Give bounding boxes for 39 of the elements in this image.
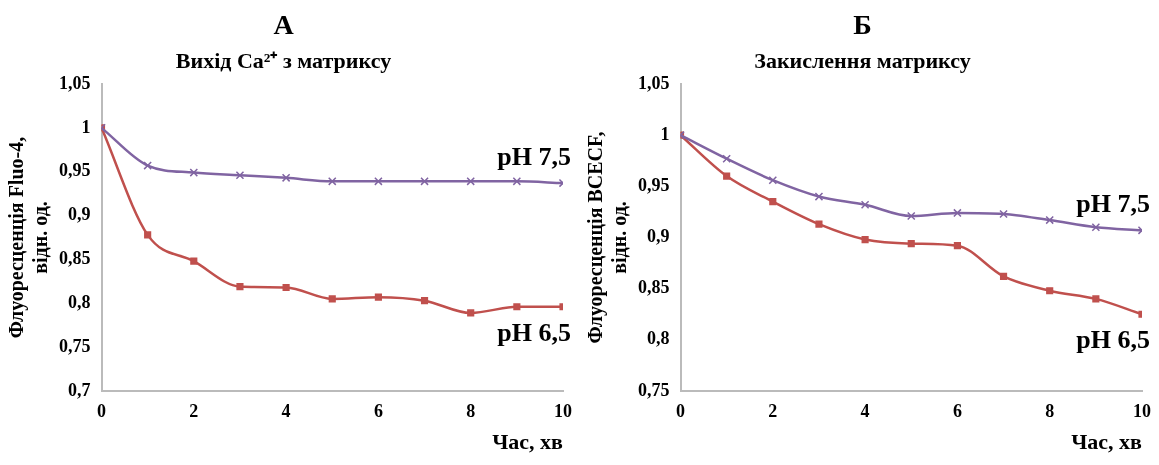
series-label: pH 7,5 [1076, 189, 1150, 219]
x-tick-label: 8 [1045, 401, 1055, 422]
chart-title: Б [853, 9, 872, 41]
x-tick-label: 6 [373, 401, 383, 422]
y-tick-label: 0,8 [647, 328, 670, 349]
x-tick-label: 0 [676, 401, 685, 422]
y-tick-label: 0,95 [638, 174, 670, 195]
chart-subtitle: Вихід Ca²⁺ з матриксу [175, 48, 392, 74]
y-tick-label: 1,05 [638, 72, 670, 93]
x-tick-label: 10 [554, 401, 572, 422]
y-tick-label: 0,9 [647, 226, 670, 247]
x-axis-title: Час, хв [492, 429, 564, 455]
y-axis-title: Флуоресценція Fluo-4, відн. од. [5, 136, 52, 339]
x-tick-label: 6 [952, 401, 962, 422]
series-label: pH 6,5 [1076, 324, 1150, 354]
x-tick-label: 4 [281, 401, 291, 422]
y-tick-label: 0,85 [59, 248, 91, 269]
x-tick-label: 4 [860, 401, 870, 422]
y-tick-label: 1,05 [59, 72, 91, 93]
y-tick-label: 0,7 [68, 379, 91, 400]
series-label: pH 7,5 [497, 141, 571, 171]
x-tick-label: 2 [768, 401, 778, 422]
x-axis-title: Час, хв [1071, 429, 1143, 455]
x-tick-label: 2 [189, 401, 199, 422]
series-label: pH 6,5 [497, 317, 571, 347]
y-tick-label: 0,85 [638, 277, 670, 298]
y-tick-label: 0,9 [68, 204, 91, 225]
chart-title: А [273, 9, 295, 41]
y-tick-label: 1 [660, 123, 670, 144]
y-tick-label: 1 [81, 116, 91, 137]
x-tick-label: 0 [97, 401, 106, 422]
x-tick-label: 10 [1133, 401, 1151, 422]
chart-subtitle: Закислення матриксу [754, 48, 971, 74]
y-tick-label: 0,75 [638, 379, 670, 400]
y-tick-label: 0,75 [59, 335, 91, 356]
y-axis-title: Флуоресценція BCECF, відн. од. [584, 131, 631, 344]
y-tick-label: 0,8 [68, 291, 91, 312]
x-tick-label: 8 [466, 401, 476, 422]
y-tick-label: 0,95 [59, 160, 91, 181]
